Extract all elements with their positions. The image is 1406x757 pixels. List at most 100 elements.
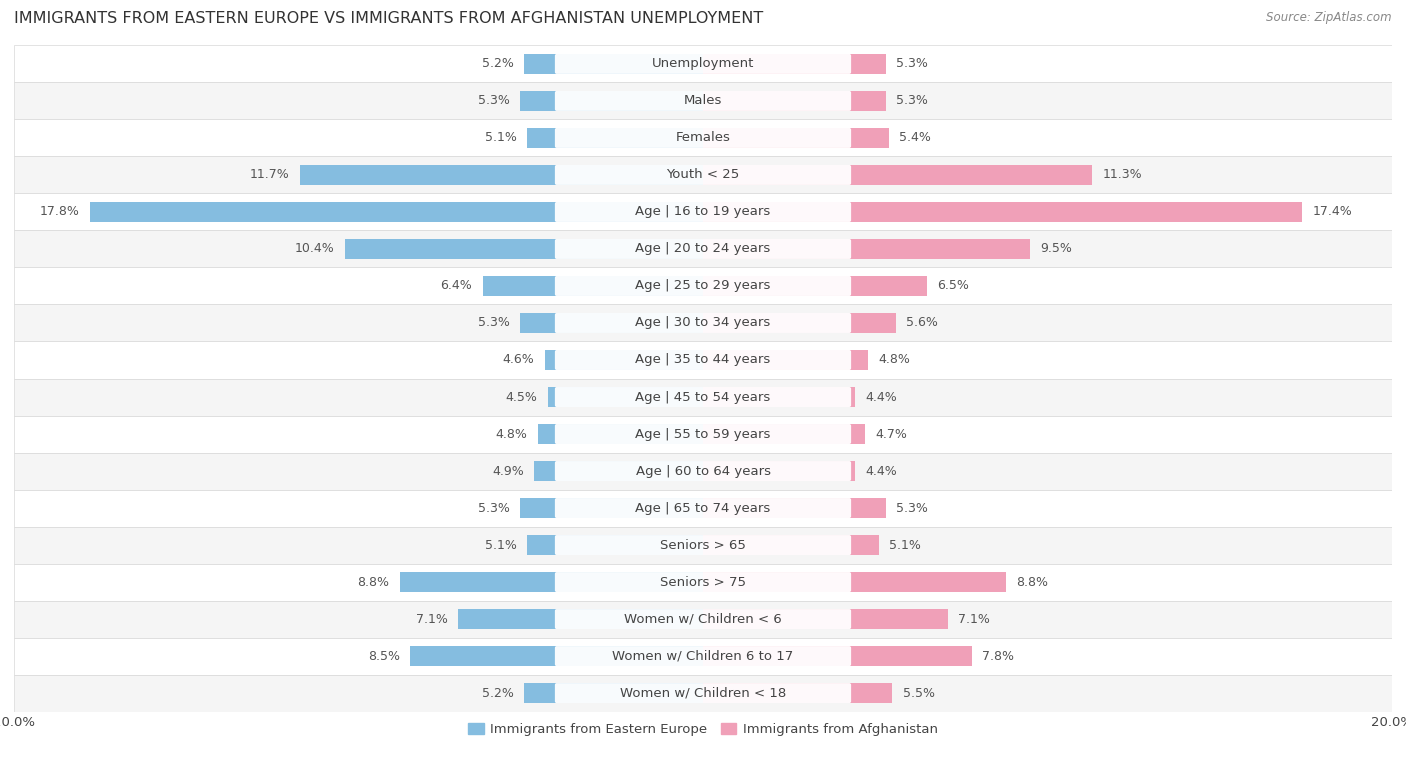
Bar xyxy=(399,572,703,592)
FancyBboxPatch shape xyxy=(14,600,1392,637)
Text: 5.1%: 5.1% xyxy=(485,132,517,145)
FancyBboxPatch shape xyxy=(14,83,1392,120)
Text: 10.4%: 10.4% xyxy=(295,242,335,255)
Bar xyxy=(703,387,855,407)
Text: 8.8%: 8.8% xyxy=(1017,575,1049,588)
FancyBboxPatch shape xyxy=(14,563,1392,600)
Text: 6.4%: 6.4% xyxy=(440,279,472,292)
Text: 5.3%: 5.3% xyxy=(896,58,928,70)
Text: 7.8%: 7.8% xyxy=(981,650,1014,662)
Text: 5.6%: 5.6% xyxy=(907,316,938,329)
Text: Age | 65 to 74 years: Age | 65 to 74 years xyxy=(636,502,770,515)
Bar xyxy=(548,387,703,407)
FancyBboxPatch shape xyxy=(555,313,851,333)
Text: 17.8%: 17.8% xyxy=(39,205,80,219)
FancyBboxPatch shape xyxy=(555,128,851,148)
Bar xyxy=(703,276,927,296)
Text: Age | 45 to 54 years: Age | 45 to 54 years xyxy=(636,391,770,403)
Text: Age | 16 to 19 years: Age | 16 to 19 years xyxy=(636,205,770,219)
Bar xyxy=(524,54,703,74)
Text: Women w/ Children < 18: Women w/ Children < 18 xyxy=(620,687,786,699)
Text: Seniors > 75: Seniors > 75 xyxy=(659,575,747,588)
FancyBboxPatch shape xyxy=(555,165,851,185)
FancyBboxPatch shape xyxy=(555,91,851,111)
FancyBboxPatch shape xyxy=(14,527,1392,563)
Text: 5.3%: 5.3% xyxy=(896,95,928,107)
Bar xyxy=(527,128,703,148)
Bar xyxy=(544,350,703,370)
Text: 5.3%: 5.3% xyxy=(478,95,510,107)
Text: 11.3%: 11.3% xyxy=(1102,169,1142,182)
Text: 5.2%: 5.2% xyxy=(482,58,513,70)
Bar xyxy=(344,238,703,259)
Text: Age | 35 to 44 years: Age | 35 to 44 years xyxy=(636,354,770,366)
FancyBboxPatch shape xyxy=(555,276,851,296)
Bar xyxy=(703,535,879,555)
FancyBboxPatch shape xyxy=(555,387,851,407)
Bar xyxy=(458,609,703,629)
Text: 4.9%: 4.9% xyxy=(492,465,524,478)
FancyBboxPatch shape xyxy=(555,498,851,518)
FancyBboxPatch shape xyxy=(555,461,851,481)
Bar xyxy=(520,313,703,333)
FancyBboxPatch shape xyxy=(555,54,851,74)
Bar xyxy=(703,202,1302,222)
Text: 5.4%: 5.4% xyxy=(900,132,931,145)
Text: 4.8%: 4.8% xyxy=(879,354,911,366)
Text: Women w/ Children < 6: Women w/ Children < 6 xyxy=(624,612,782,625)
Text: 11.7%: 11.7% xyxy=(250,169,290,182)
FancyBboxPatch shape xyxy=(555,683,851,703)
Text: Females: Females xyxy=(675,132,731,145)
Text: Age | 30 to 34 years: Age | 30 to 34 years xyxy=(636,316,770,329)
Bar xyxy=(703,683,893,703)
Bar xyxy=(90,202,703,222)
Text: 5.3%: 5.3% xyxy=(478,502,510,515)
Bar xyxy=(703,54,886,74)
Text: Seniors > 65: Seniors > 65 xyxy=(659,538,747,552)
FancyBboxPatch shape xyxy=(14,637,1392,674)
Bar xyxy=(703,572,1007,592)
FancyBboxPatch shape xyxy=(555,350,851,370)
Bar xyxy=(703,128,889,148)
FancyBboxPatch shape xyxy=(14,230,1392,267)
Text: 5.3%: 5.3% xyxy=(896,502,928,515)
Text: 8.8%: 8.8% xyxy=(357,575,389,588)
Bar xyxy=(703,461,855,481)
Text: Age | 60 to 64 years: Age | 60 to 64 years xyxy=(636,465,770,478)
Bar xyxy=(703,350,869,370)
Text: 7.1%: 7.1% xyxy=(416,612,449,625)
Bar xyxy=(520,91,703,111)
FancyBboxPatch shape xyxy=(555,646,851,666)
Bar xyxy=(703,91,886,111)
FancyBboxPatch shape xyxy=(14,120,1392,157)
Bar xyxy=(703,424,865,444)
Bar xyxy=(527,535,703,555)
Bar xyxy=(703,498,886,519)
FancyBboxPatch shape xyxy=(14,267,1392,304)
FancyBboxPatch shape xyxy=(555,572,851,592)
Bar xyxy=(537,424,703,444)
Text: Males: Males xyxy=(683,95,723,107)
Text: Youth < 25: Youth < 25 xyxy=(666,169,740,182)
Text: 5.1%: 5.1% xyxy=(485,538,517,552)
FancyBboxPatch shape xyxy=(14,453,1392,490)
FancyBboxPatch shape xyxy=(555,609,851,629)
Text: 5.1%: 5.1% xyxy=(889,538,921,552)
Bar xyxy=(703,165,1092,185)
FancyBboxPatch shape xyxy=(14,416,1392,453)
Text: 9.5%: 9.5% xyxy=(1040,242,1073,255)
Bar xyxy=(524,683,703,703)
FancyBboxPatch shape xyxy=(555,535,851,555)
Text: Women w/ Children 6 to 17: Women w/ Children 6 to 17 xyxy=(613,650,793,662)
FancyBboxPatch shape xyxy=(14,378,1392,416)
Bar xyxy=(534,461,703,481)
FancyBboxPatch shape xyxy=(555,202,851,222)
Text: 5.5%: 5.5% xyxy=(903,687,935,699)
Bar xyxy=(703,238,1031,259)
Text: 4.4%: 4.4% xyxy=(865,465,897,478)
Bar xyxy=(482,276,703,296)
Text: Age | 25 to 29 years: Age | 25 to 29 years xyxy=(636,279,770,292)
Text: Age | 20 to 24 years: Age | 20 to 24 years xyxy=(636,242,770,255)
Text: IMMIGRANTS FROM EASTERN EUROPE VS IMMIGRANTS FROM AFGHANISTAN UNEMPLOYMENT: IMMIGRANTS FROM EASTERN EUROPE VS IMMIGR… xyxy=(14,11,763,26)
FancyBboxPatch shape xyxy=(14,341,1392,378)
